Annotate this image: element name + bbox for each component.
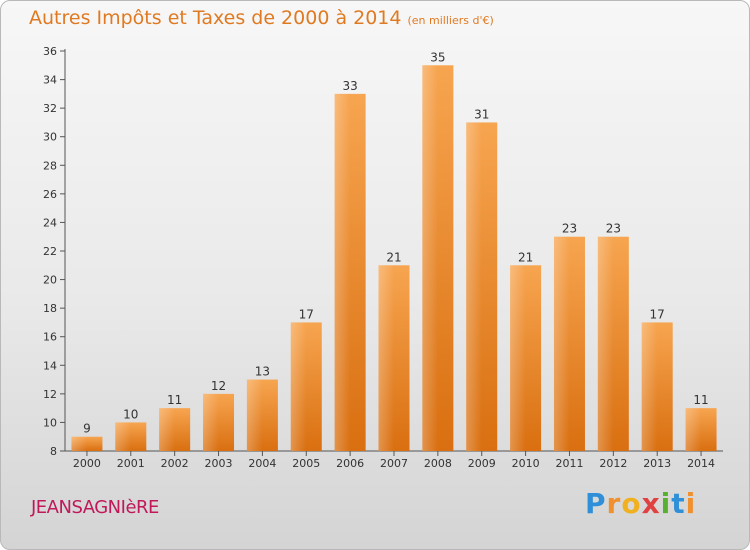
logo-letter: i (685, 487, 697, 520)
value-label: 13 (255, 365, 270, 379)
y-tick-label: 8 (50, 445, 57, 458)
x-tick-label: 2012 (599, 457, 627, 470)
x-tick-label: 2002 (161, 457, 189, 470)
logo-letter: x (641, 487, 661, 520)
x-tick-label: 2006 (336, 457, 364, 470)
y-tick-label: 30 (43, 131, 57, 144)
bar-highlight (115, 422, 131, 451)
y-tick-label: 28 (43, 159, 57, 172)
x-tick-label: 2000 (73, 457, 101, 470)
y-tick-label: 22 (43, 245, 57, 258)
chart-unit: (en milliers d'€) (407, 14, 494, 27)
x-tick-label: 2013 (643, 457, 671, 470)
bar-highlight (334, 93, 351, 451)
commune-name: JEANSAGNIèRE (31, 497, 159, 518)
logo-letter: o (621, 487, 642, 520)
bar-highlight (378, 265, 394, 451)
value-label: 21 (386, 250, 401, 264)
x-tick-label: 2014 (687, 457, 715, 470)
bar-highlight (290, 322, 307, 451)
x-tick-label: 2004 (248, 457, 276, 470)
x-tick-label: 2009 (468, 457, 496, 470)
y-tick-label: 12 (43, 388, 57, 401)
y-tick-label: 14 (43, 359, 57, 372)
bar-highlight (71, 436, 87, 451)
chart-title-text: Autres Impôts et Taxes de 2000 à 2014 (29, 7, 402, 29)
value-label: 23 (606, 222, 621, 236)
x-tick-label: 2005 (292, 457, 320, 470)
value-label: 12 (211, 379, 226, 393)
value-label: 23 (562, 222, 577, 236)
x-tick-label: 2003 (205, 457, 233, 470)
logo-letter: t (671, 487, 686, 520)
y-tick-label: 26 (43, 188, 57, 201)
bar-highlight (422, 65, 438, 452)
value-label: 35 (430, 50, 445, 64)
x-tick-label: 2008 (424, 457, 452, 470)
y-tick-label: 32 (43, 102, 57, 115)
bar-highlight (246, 379, 263, 451)
bar-highlight (553, 236, 570, 451)
x-tick-label: 2001 (117, 457, 145, 470)
y-tick-label: 24 (43, 216, 57, 229)
y-tick-label: 18 (43, 302, 57, 315)
bar-highlight (641, 322, 658, 451)
bar-highlight (159, 408, 175, 451)
value-label: 17 (299, 307, 314, 321)
logo-letter: r (606, 487, 622, 520)
value-label: 33 (342, 79, 357, 93)
x-tick-label: 2010 (512, 457, 540, 470)
value-label: 10 (123, 407, 138, 421)
value-label: 17 (650, 307, 665, 321)
bar-highlight (597, 236, 614, 451)
bar-highlight (466, 122, 482, 451)
x-tick-label: 2011 (555, 457, 583, 470)
y-tick-label: 20 (43, 274, 57, 287)
chart-title: Autres Impôts et Taxes de 2000 à 2014 (en… (29, 7, 494, 29)
value-label: 11 (693, 393, 708, 407)
value-label: 21 (518, 250, 533, 264)
bar-highlight (510, 265, 526, 451)
value-label: 9 (83, 422, 91, 436)
value-label: 11 (167, 393, 182, 407)
proxiti-logo: Proxiti (585, 487, 696, 520)
y-tick-label: 36 (43, 45, 57, 58)
y-tick-label: 16 (43, 331, 57, 344)
bar-highlight (203, 393, 219, 451)
y-tick-label: 10 (43, 416, 57, 429)
bar-highlight (685, 408, 702, 451)
x-tick-label: 2007 (380, 457, 408, 470)
logo-letter: P (585, 487, 607, 520)
value-label: 31 (474, 107, 489, 121)
y-tick-label: 34 (43, 74, 57, 87)
logo-letter: i (660, 487, 672, 520)
